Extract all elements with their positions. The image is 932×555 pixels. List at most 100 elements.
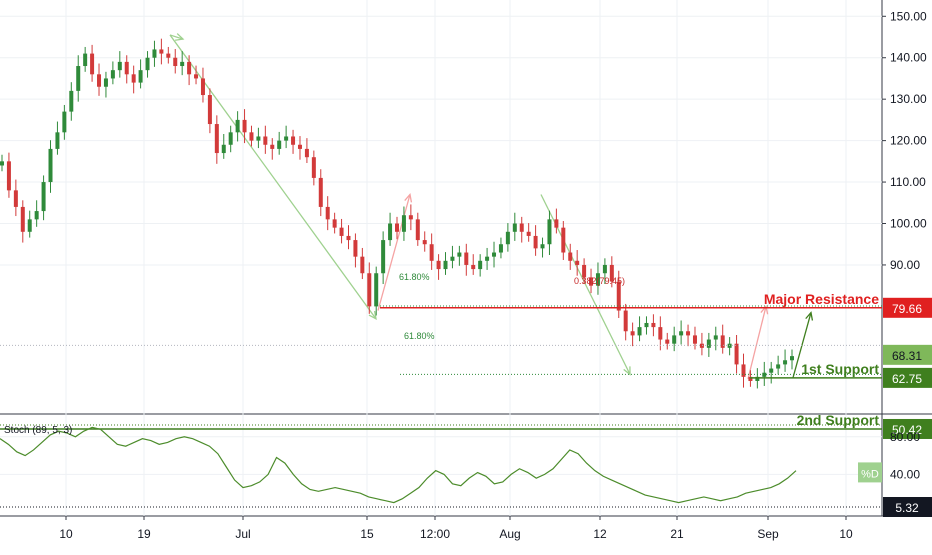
candle-body [457,252,462,257]
trend-arrow [747,306,767,380]
candle-body [173,57,178,67]
x-tick-label: Sep [757,527,779,541]
candle-body [755,376,760,381]
candle-body [13,190,18,207]
price-line-value: 79.66 [892,302,922,316]
price-line-label[interactable]: 2nd Support [797,412,880,428]
y-tick-label: 100.00 [890,217,927,231]
candle-body [492,252,497,257]
candle-body [103,78,108,87]
candle-body [131,74,136,83]
candle-body [679,331,684,336]
price-pane[interactable] [0,0,882,412]
indicator-last-value: 5.32 [895,501,919,515]
arrow-head [368,310,377,321]
arrow-head [623,366,631,376]
candle-body [0,161,4,166]
candle-body [27,219,32,232]
last-price-label: 68.31 [892,349,922,363]
candle-body [471,264,476,270]
candle-body [353,240,358,257]
candle-body [713,335,718,340]
candle-body [346,235,351,241]
candle-body [55,132,60,149]
time-axis[interactable]: 10 19 Jul 15 12:00 Aug 12 21 Sep 10 [59,516,853,541]
candle-body [360,256,365,274]
candle-body [692,335,697,344]
candle-body [194,74,199,79]
grid [0,0,882,516]
candle-body [651,322,656,328]
candle-body [339,227,344,236]
x-tick-label: 10 [839,527,853,541]
x-tick-label: 21 [670,527,684,541]
candle-body [554,219,559,228]
candle-body [69,90,74,112]
candle-body [83,53,88,67]
candle-body [783,360,788,365]
indicator-title[interactable]: Stoch (89, 5, 3) [4,425,72,436]
candle-body [762,372,767,377]
arrow-head [760,304,769,315]
candle-body [228,132,233,145]
indicator-tick-label: 80.00 [890,430,920,444]
y-tick-label: 120.00 [890,134,927,148]
price-line-value: 50.42 [892,423,922,437]
x-tick-label: Jul [235,527,250,541]
x-tick-label: 12 [593,527,607,541]
candle-body [436,260,441,270]
candle-body [325,206,330,220]
candle-body [270,144,275,149]
price-axis[interactable]: 150.00 140.00 130.00 120.00 110.00 100.00 90.0… [882,9,927,272]
series-label-box [858,462,882,483]
y-tick-label: 110.00 [890,175,926,189]
candle-body [422,240,427,245]
candle-body [672,335,677,344]
candle-body [575,260,580,265]
price-line-label[interactable]: Major Resistance [764,291,879,307]
last-price-box [883,344,932,365]
candle-body [214,124,219,154]
candle-body [464,252,469,265]
candle-body [637,327,642,336]
candle-body [221,144,226,154]
candle-body [332,219,337,228]
candle-body [478,260,483,270]
candle-body [589,277,594,286]
candle-body [498,244,503,253]
candle-body [658,327,663,340]
candle-body [561,227,566,253]
candle-body [540,244,545,249]
annotation-fib-382: 0.382(79.45) [574,276,625,286]
candle-body [367,273,372,307]
price-line-label[interactable]: 1st Support [801,361,879,377]
indicator-value-box [883,496,932,517]
candle-body [374,273,379,307]
candle-body [166,53,171,58]
candle-body [124,61,129,75]
candle-body [200,78,205,96]
candle-body [235,119,240,133]
candle-body [616,281,621,311]
candle-body [249,132,254,141]
candle-body [519,223,524,232]
arrow-head [805,311,814,321]
candle-body [582,264,587,278]
candle-body [706,339,711,348]
candle-body [665,339,670,344]
candle-body [263,136,268,145]
candle-body [20,206,25,232]
candle-body [533,235,538,249]
candle-body [180,61,185,67]
candle-body [401,215,406,232]
candle-body [395,223,399,232]
price-line-value-box [883,418,932,439]
arrow-head [174,33,185,41]
candle-body [602,264,607,274]
price-line-value-box [883,297,932,318]
candle-body [41,182,46,212]
candle-body [152,49,157,58]
y-tick-label: 130.00 [890,92,927,106]
indicator-pane[interactable] [0,416,882,516]
